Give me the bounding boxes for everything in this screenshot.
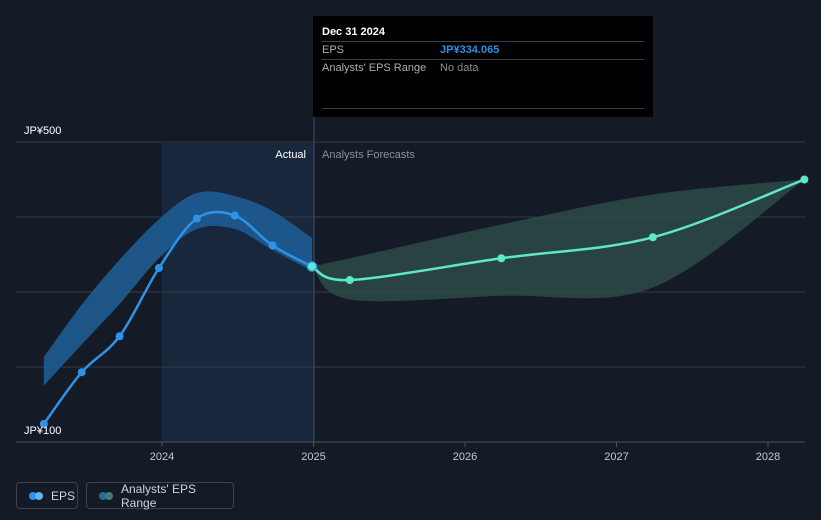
eps-range-bands [43, 179, 805, 386]
legend-eps-label: EPS [51, 488, 76, 503]
eps-point-actual-0 [39, 420, 48, 428]
y-tick-label-bottom: JP¥100 [24, 425, 61, 437]
tooltip-eps-value: JP¥334.065 [440, 44, 500, 56]
tooltip-row-range: Analysts' EPS Range No data [322, 59, 644, 77]
tooltip-range-label: Analysts' EPS Range [322, 62, 427, 74]
region-label-actual: Actual [275, 149, 306, 161]
x-tick-label-2025: 2025 [301, 451, 325, 463]
x-tick-label-2027: 2027 [604, 451, 628, 463]
legend-range-label: Analysts' EPS Range [121, 481, 196, 510]
legend-eps[interactable]: EPS [16, 482, 78, 509]
tooltip-eps-label: EPS [322, 44, 345, 56]
eps-point-actual-2 [115, 332, 124, 341]
eps-point-forecast-4 [800, 175, 809, 184]
eps-range-band-actual [43, 191, 313, 386]
range-swatch-a [99, 491, 107, 500]
eps-point-forecast-2 [497, 254, 506, 263]
range-legend-icon [99, 491, 113, 500]
legend-eps-range[interactable]: Analysts' EPS Range [86, 481, 234, 510]
x-tick-label-2028: 2028 [756, 451, 780, 463]
tooltip-row-eps: EPS JP¥334.065 [322, 41, 644, 59]
eps-legend-icon [29, 491, 43, 500]
eps-point-forecast-1 [345, 276, 354, 284]
eps-swatch-b [35, 491, 43, 500]
tooltip: Dec 31 2024 EPS JP¥334.065 Analysts' EPS… [313, 16, 653, 117]
eps-point-actual-1 [77, 368, 86, 377]
eps-range-band-forecast [312, 179, 805, 302]
y-tick-label-top: JP¥500 [24, 125, 61, 137]
tooltip-divider [322, 108, 644, 109]
tooltip-date: Dec 31 2024 [322, 26, 385, 38]
eps-point-forecast-3 [648, 233, 657, 242]
eps-point-actual-4 [192, 214, 201, 223]
eps-swatch-a [29, 491, 37, 500]
x-tick-label-2024: 2024 [150, 451, 174, 463]
eps-point-actual-3 [154, 264, 163, 272]
range-swatch-b [105, 491, 113, 500]
tooltip-range-value: No data [440, 62, 479, 74]
x-tick-label-2026: 2026 [453, 451, 477, 463]
x-axis-ticks: 2024 2025 2026 2027 2028 [150, 442, 780, 463]
eps-point-forecast-0 [307, 262, 316, 271]
eps-point-actual-5 [230, 211, 239, 220]
eps-point-actual-6 [268, 241, 277, 250]
region-label-forecast: Analysts Forecasts [322, 149, 415, 161]
eps-points [39, 175, 809, 428]
